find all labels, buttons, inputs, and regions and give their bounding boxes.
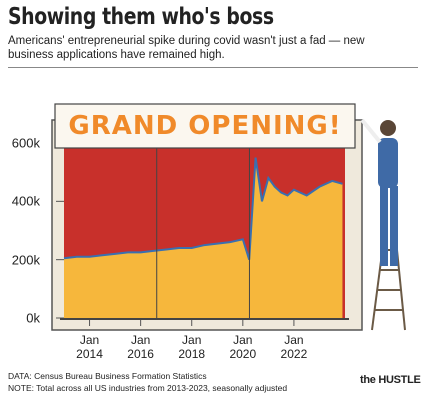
y-tick-label: 0k — [26, 310, 40, 326]
banner — [54, 103, 356, 149]
worker — [360, 118, 398, 266]
chart-subtitle: Americans' entrepreneurial spike during … — [8, 35, 365, 61]
note: NOTE: Total across all US industries fro… — [8, 383, 288, 393]
x-tick-label: Jan 2014 — [76, 333, 103, 361]
divider — [8, 67, 418, 68]
line — [63, 157, 343, 260]
area — [64, 157, 343, 318]
chart-title: Showing them who's boss — [8, 4, 274, 30]
banner-text: GRAND OPENING! — [68, 111, 341, 141]
ladder — [371, 229, 406, 331]
y-tick-label: 600k — [11, 135, 40, 151]
source: DATA: Census Bureau Business Formation S… — [8, 371, 207, 381]
logo: the HUSTLE — [360, 374, 421, 386]
y-tick-label: 400k — [11, 193, 40, 209]
x-tick-label: Jan 2018 — [178, 333, 206, 361]
x-tick-label: Jan 2020 — [229, 333, 257, 361]
x-tick-label: Jan 2022 — [280, 333, 308, 361]
x-tick-label: Jan 2016 — [127, 333, 154, 361]
y-tick-label: 200k — [11, 252, 40, 268]
